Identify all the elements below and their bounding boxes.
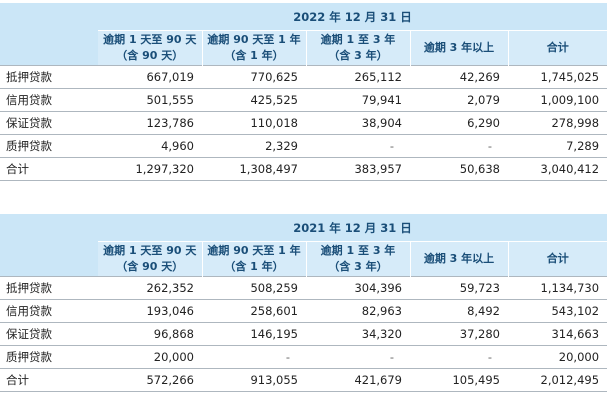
table-cell: 304,396 bbox=[306, 276, 410, 300]
table-cell: 38,904 bbox=[306, 111, 410, 135]
table-row: 保证贷款 96,868 146,195 34,320 37,280 314,663 bbox=[0, 322, 608, 346]
column-header-row: 逾期 1 天至 90 天（含 90 天） 逾期 90 天至 1 年（含 1 年）… bbox=[0, 241, 608, 277]
table-cell: 96,868 bbox=[98, 322, 202, 346]
table-cell: 1,308,497 bbox=[202, 157, 306, 181]
table-cell: 123,786 bbox=[98, 111, 202, 135]
table-cell: 667,019 bbox=[98, 65, 202, 89]
overdue-loans-table-2022: 2022 年 12 月 31 日 逾期 1 天至 90 天（含 90 天） 逾期… bbox=[0, 3, 608, 181]
header-blank-cell bbox=[0, 3, 98, 31]
col-header-1-90-days: 逾期 1 天至 90 天（含 90 天） bbox=[98, 241, 202, 277]
col-header-total: 合计 bbox=[507, 241, 608, 277]
table-cell: 543,102 bbox=[508, 299, 608, 323]
table-cell: 1,745,025 bbox=[508, 65, 608, 89]
table-row: 抵押贷款 667,019 770,625 265,112 42,269 1,745,025 bbox=[0, 65, 608, 89]
table-cell: - bbox=[306, 345, 410, 369]
col-header-total: 合计 bbox=[507, 30, 608, 66]
table-cell: 193,046 bbox=[98, 299, 202, 323]
row-label: 质押贷款 bbox=[0, 134, 98, 158]
table-cell: 20,000 bbox=[508, 345, 608, 369]
row-label: 抵押贷款 bbox=[0, 65, 98, 89]
total-row: 合计 572,266 913,055 421,679 105,495 2,012,495 bbox=[0, 368, 608, 392]
row-label: 合计 bbox=[0, 157, 98, 181]
table-cell: 1,009,100 bbox=[508, 88, 608, 112]
table-cell: 2,329 bbox=[202, 134, 306, 158]
table-cell: 3,040,412 bbox=[508, 157, 608, 181]
col-header-1-90-days: 逾期 1 天至 90 天（含 90 天） bbox=[98, 30, 202, 66]
table-cell: 20,000 bbox=[98, 345, 202, 369]
row-label: 信用贷款 bbox=[0, 88, 98, 112]
table-cell: 8,492 bbox=[410, 299, 508, 323]
table-cell: 59,723 bbox=[410, 276, 508, 300]
table-cell: 4,960 bbox=[98, 134, 202, 158]
col-header-90-days-1-year: 逾期 90 天至 1 年（含 1 年） bbox=[201, 30, 306, 66]
table-cell: 278,998 bbox=[508, 111, 608, 135]
col-header-1-3-years: 逾期 1 至 3 年（含 3 年） bbox=[305, 30, 410, 66]
row-label: 保证贷款 bbox=[0, 322, 98, 346]
table-cell: 572,266 bbox=[98, 368, 202, 392]
header-blank-cell bbox=[0, 214, 98, 242]
table-row: 保证贷款 123,786 110,018 38,904 6,290 278,998 bbox=[0, 111, 608, 135]
table-cell: 2,012,495 bbox=[508, 368, 608, 392]
table-cell: 383,957 bbox=[306, 157, 410, 181]
table-cell: 34,320 bbox=[306, 322, 410, 346]
table-body: 抵押贷款 262,352 508,259 304,396 59,723 1,134,730… bbox=[0, 276, 608, 392]
table-cell: 105,495 bbox=[410, 368, 508, 392]
table-cell: 110,018 bbox=[202, 111, 306, 135]
table-cell: - bbox=[410, 345, 508, 369]
col-header-1-3-years: 逾期 1 至 3 年（含 3 年） bbox=[305, 241, 410, 277]
header-blank-cell bbox=[0, 241, 98, 277]
total-row: 合计 1,297,320 1,308,497 383,957 50,638 3,040,4… bbox=[0, 157, 608, 181]
col-header-90-days-1-year: 逾期 90 天至 1 年（含 1 年） bbox=[201, 241, 306, 277]
table-period-header: 2021 年 12 月 31 日 bbox=[0, 214, 608, 242]
table-period-header: 2022 年 12 月 31 日 bbox=[0, 3, 608, 31]
header-blank-cell bbox=[0, 30, 98, 66]
table-cell: - bbox=[306, 134, 410, 158]
table-cell: 82,963 bbox=[306, 299, 410, 323]
row-label: 保证贷款 bbox=[0, 111, 98, 135]
table-cell: 770,625 bbox=[202, 65, 306, 89]
table-cell: 913,055 bbox=[202, 368, 306, 392]
table-cell: 508,259 bbox=[202, 276, 306, 300]
table-cell: 314,663 bbox=[508, 322, 608, 346]
table-cell: 501,555 bbox=[98, 88, 202, 112]
table-row: 信用贷款 193,046 258,601 82,963 8,492 543,102 bbox=[0, 299, 608, 323]
col-header-over-3-years: 逾期 3 年以上 bbox=[409, 241, 508, 277]
row-label: 合计 bbox=[0, 368, 98, 392]
table-cell: 7,289 bbox=[508, 134, 608, 158]
row-label: 信用贷款 bbox=[0, 299, 98, 323]
table-cell: 42,269 bbox=[410, 65, 508, 89]
table-cell: 425,525 bbox=[202, 88, 306, 112]
table-cell: 1,134,730 bbox=[508, 276, 608, 300]
col-header-over-3-years: 逾期 3 年以上 bbox=[409, 30, 508, 66]
row-label: 抵押贷款 bbox=[0, 276, 98, 300]
table-cell: 265,112 bbox=[306, 65, 410, 89]
table-row: 抵押贷款 262,352 508,259 304,396 59,723 1,134,730 bbox=[0, 276, 608, 300]
table-cell: 421,679 bbox=[306, 368, 410, 392]
period-title: 2022 年 12 月 31 日 bbox=[98, 3, 608, 31]
table-cell: 79,941 bbox=[306, 88, 410, 112]
table-cell: - bbox=[410, 134, 508, 158]
row-label: 质押贷款 bbox=[0, 345, 98, 369]
table-cell: 258,601 bbox=[202, 299, 306, 323]
table-cell: 2,079 bbox=[410, 88, 508, 112]
table-row: 质押贷款 20,000- - -20,000 bbox=[0, 345, 608, 369]
table-body: 抵押贷款 667,019 770,625 265,112 42,269 1,745,025… bbox=[0, 65, 608, 181]
table-row: 质押贷款 4,960 2,329- -7,289 bbox=[0, 134, 608, 158]
overdue-loans-table-2021: 2021 年 12 月 31 日 逾期 1 天至 90 天（含 90 天） 逾期… bbox=[0, 214, 608, 392]
period-title: 2021 年 12 月 31 日 bbox=[98, 214, 608, 242]
table-cell: 262,352 bbox=[98, 276, 202, 300]
table-cell: 50,638 bbox=[410, 157, 508, 181]
column-header-row: 逾期 1 天至 90 天（含 90 天） 逾期 90 天至 1 年（含 1 年）… bbox=[0, 30, 608, 66]
table-cell: 1,297,320 bbox=[98, 157, 202, 181]
table-row: 信用贷款 501,555 425,525 79,941 2,079 1,009,100 bbox=[0, 88, 608, 112]
table-cell: 146,195 bbox=[202, 322, 306, 346]
table-cell: - bbox=[202, 345, 306, 369]
table-cell: 6,290 bbox=[410, 111, 508, 135]
table-cell: 37,280 bbox=[410, 322, 508, 346]
